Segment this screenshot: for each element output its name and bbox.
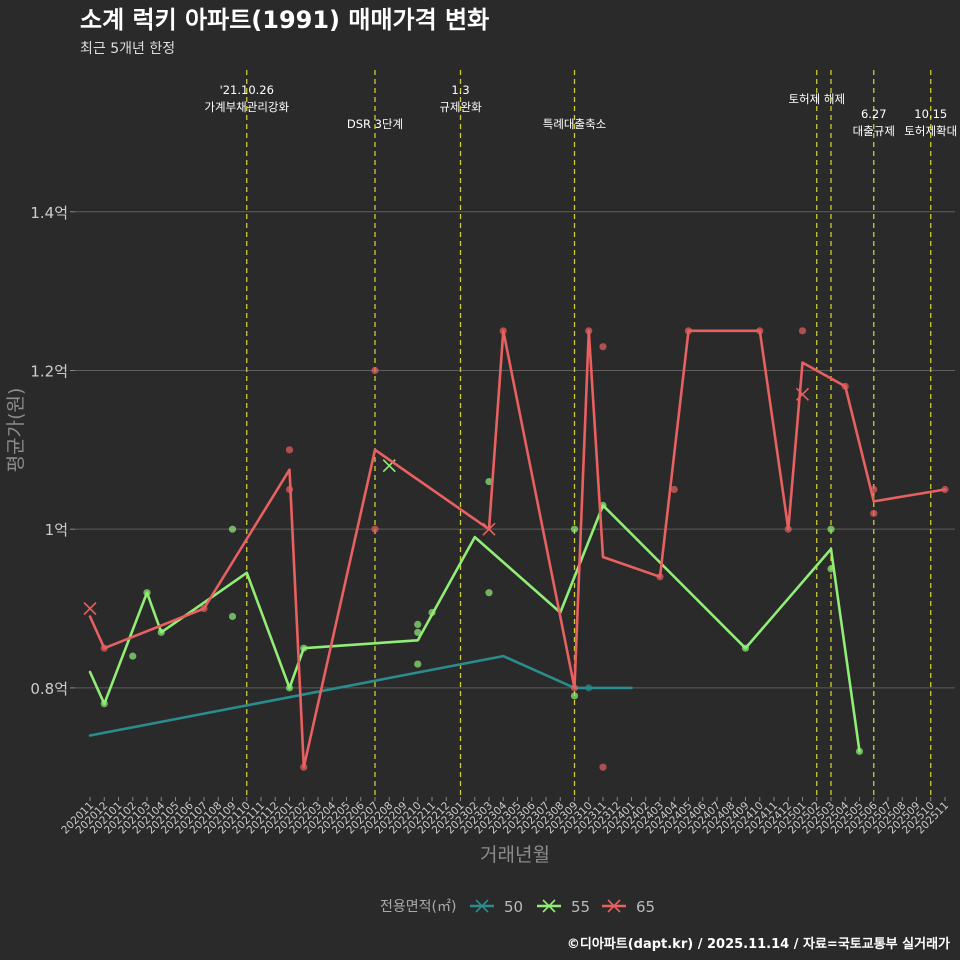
data-point-65 (870, 485, 878, 494)
legend-key-cross (607, 899, 621, 913)
data-point-65 (599, 343, 607, 351)
data-point-55 (285, 684, 294, 692)
cross-marker-65 (482, 522, 496, 536)
series-line-50 (88, 654, 633, 737)
data-point-65 (756, 327, 764, 335)
data-point-65 (941, 485, 949, 494)
data-point-65 (300, 763, 308, 771)
data-point-65 (570, 684, 579, 692)
cross-stroke (482, 522, 496, 536)
data-point-55 (414, 620, 422, 629)
cross-stroke (83, 601, 97, 616)
data-point-65 (285, 485, 294, 494)
event-label: 토허제확대 (904, 124, 957, 138)
data-point-55 (827, 525, 835, 533)
data-point-65 (285, 446, 294, 454)
event-label: '21.10.26 (220, 83, 274, 97)
data-point-65 (684, 327, 693, 335)
data-point-55 (485, 477, 493, 486)
data-point-55 (228, 525, 237, 533)
legend-label-50: 50 (504, 898, 523, 916)
legend: 전용면적(㎡) 50 55 65 (380, 898, 655, 916)
event-label: 대출규제 (853, 124, 895, 138)
data-point-65 (784, 525, 792, 533)
data-point-65 (599, 763, 607, 771)
legend-label-65: 65 (636, 898, 655, 916)
data-point-55 (300, 644, 308, 652)
data-point-65 (499, 327, 507, 335)
data-point-50 (585, 684, 593, 692)
data-point-65 (200, 604, 208, 613)
data-point-65 (798, 327, 807, 335)
data-point-55 (414, 628, 422, 636)
data-point-55 (827, 565, 835, 573)
chart-title: 소계 럭키 아파트(1991) 매매가격 변화 (80, 6, 489, 34)
series-50 (88, 654, 633, 737)
x-axis-title: 거래년월 (480, 844, 550, 866)
series-line-55 (88, 504, 861, 753)
grid-lines (75, 211, 955, 689)
data-point-55 (570, 692, 579, 700)
legend-key-55 (537, 899, 561, 913)
data-point-55 (428, 608, 436, 617)
legend-title: 전용면적(㎡) (380, 899, 456, 915)
data-point-65 (585, 327, 593, 335)
legend-key-50 (470, 899, 494, 913)
data-point-65 (100, 644, 108, 652)
cross-stroke (795, 387, 810, 401)
data-point-55 (741, 644, 750, 652)
y-tick-label: 1.4억 (30, 204, 68, 222)
y-tick-label: 1억 (45, 521, 68, 539)
data-point-55 (129, 652, 137, 660)
series-layer (83, 327, 949, 771)
event-label: 10.15 (914, 107, 947, 121)
data-point-55 (157, 628, 165, 636)
event-label: 1.3 (451, 83, 469, 97)
x-axis: 2020112020122021012021022021032021042021… (59, 797, 951, 836)
legend-label-55: 55 (571, 898, 590, 916)
data-point-65 (841, 382, 849, 390)
data-point-55 (143, 589, 151, 597)
data-point-55 (599, 501, 607, 509)
data-point-65 (371, 366, 379, 375)
event-label: DSR 3단계 (347, 117, 403, 131)
legend-key-cross (542, 899, 556, 913)
y-axis-title: 평균가(원) (5, 388, 27, 473)
event-label: 토허제 해제 (788, 92, 845, 106)
credit-text: ©디아파트(dapt.kr) / 2025.11.14 / 자료=국토교통부 실… (567, 936, 950, 952)
cross-marker-65 (795, 387, 810, 401)
event-label: 6.27 (861, 107, 887, 121)
y-tick-label: 0.8억 (30, 680, 68, 698)
series-65 (83, 327, 949, 771)
data-point-65 (870, 509, 878, 517)
data-point-55 (855, 747, 864, 755)
data-point-55 (570, 525, 579, 533)
chart-subtitle: 최근 5개년 한정 (80, 41, 175, 57)
cross-marker-65 (83, 601, 97, 616)
data-point-65 (371, 525, 379, 533)
event-label: 가계부채관리강화 (204, 100, 289, 114)
data-point-65 (656, 573, 664, 581)
data-point-65 (670, 485, 678, 494)
data-point-55 (100, 700, 108, 708)
data-point-55 (228, 612, 237, 621)
data-point-55 (485, 589, 493, 597)
event-label: 규제완화 (439, 100, 482, 114)
y-tick-label: 1.2억 (30, 362, 68, 380)
y-axis: 0.8억 1억 1.2억 1.4억 (30, 204, 75, 698)
legend-key-65 (602, 899, 626, 913)
data-point-55 (414, 660, 422, 668)
legend-key-cross (475, 899, 489, 913)
series-55 (88, 459, 864, 755)
event-label: 특례대출축소 (543, 117, 606, 131)
